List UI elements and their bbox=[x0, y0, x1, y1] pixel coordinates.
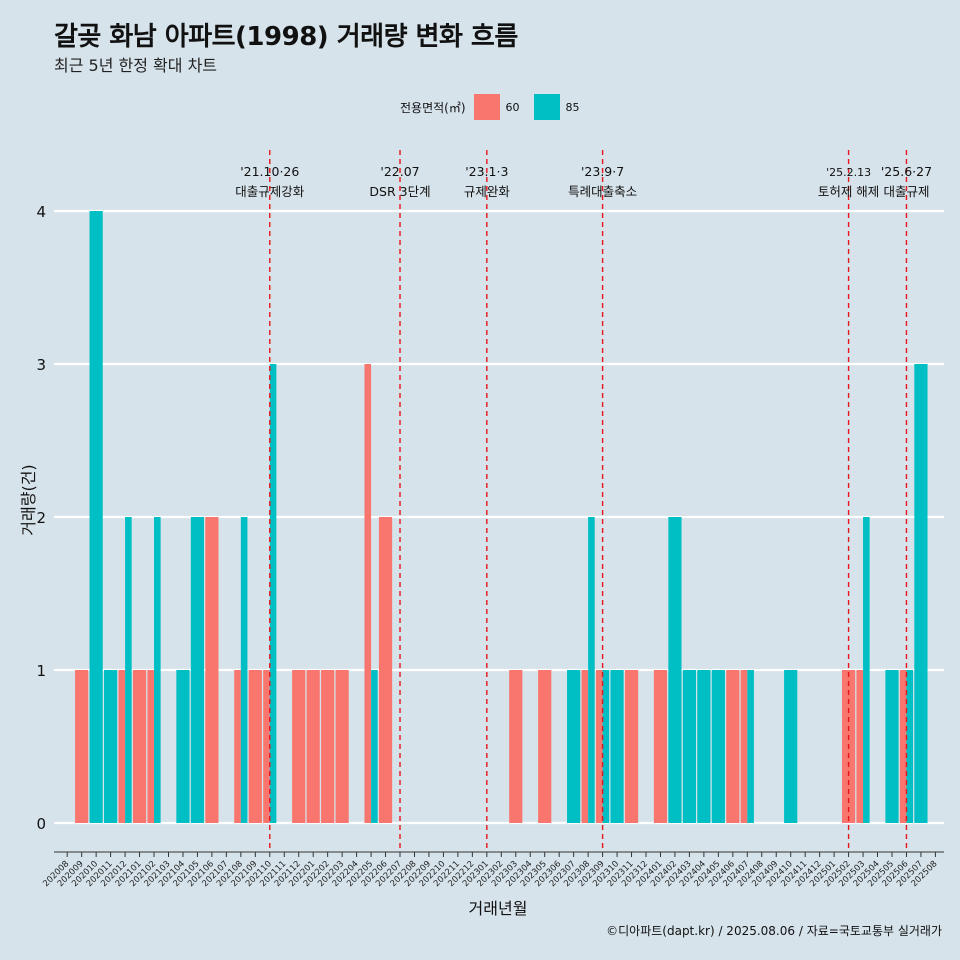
bar-60-202303 bbox=[509, 670, 523, 823]
bar-85-202012 bbox=[125, 517, 132, 823]
bar-85-202402 bbox=[668, 517, 682, 823]
event-date-0: '21.10·26 bbox=[240, 164, 299, 179]
bar-60-202101 bbox=[132, 670, 147, 823]
bar-60-202305 bbox=[538, 670, 552, 823]
bar-60-202205 bbox=[364, 364, 372, 823]
y-tick-label: 2 bbox=[36, 509, 46, 527]
bar-85-202404 bbox=[697, 670, 711, 823]
x-axis-title: 거래년월 bbox=[469, 899, 528, 918]
legend: 전용면적(㎡) 60 85 bbox=[400, 94, 594, 120]
bar-60-202311 bbox=[624, 670, 639, 823]
bar-85-202410 bbox=[784, 670, 798, 823]
bar-85-202506 bbox=[906, 670, 914, 823]
event-label-5: 대출규제 bbox=[883, 184, 929, 199]
bar-60-202506 bbox=[899, 670, 907, 823]
event-label-3: 특례대출축소 bbox=[568, 184, 637, 199]
event-date-5: '25.6·27 bbox=[881, 164, 932, 179]
y-tick-label: 4 bbox=[36, 203, 46, 221]
bar-60-202308 bbox=[581, 670, 589, 823]
bar-60-202407 bbox=[740, 670, 748, 823]
source-caption: ©디아파트(dapt.kr) / 2025.08.06 / 자료=국토교통부 실… bbox=[606, 924, 942, 938]
y-tick-label: 0 bbox=[36, 815, 46, 833]
bar-60-202309 bbox=[595, 670, 603, 823]
bar-85-202105 bbox=[190, 517, 205, 823]
bar-60-202202 bbox=[321, 670, 335, 823]
bar-85-202310 bbox=[610, 670, 624, 823]
bar-85-202308 bbox=[588, 517, 595, 823]
legend-title: 전용면적(㎡) bbox=[400, 100, 466, 115]
y-tick-label: 3 bbox=[36, 356, 46, 374]
bar-60-202110 bbox=[263, 670, 270, 823]
bar-60-202108 bbox=[234, 670, 241, 823]
bar-85-202309 bbox=[602, 670, 610, 823]
bar-60-202401 bbox=[653, 670, 668, 823]
bar-85-202507 bbox=[914, 364, 928, 823]
bar-60-202106 bbox=[205, 517, 219, 823]
legend-label-60: 60 bbox=[505, 100, 520, 114]
event-label-2: 규제완화 bbox=[464, 184, 511, 199]
bar-60-202112 bbox=[292, 670, 306, 823]
bar-60-202503 bbox=[856, 670, 864, 823]
bar-85-202104 bbox=[176, 670, 190, 823]
y-tick-label: 1 bbox=[36, 662, 46, 680]
bar-60-202206 bbox=[378, 517, 393, 823]
bar-85-202405 bbox=[711, 670, 725, 823]
event-date-2: '23.1·3 bbox=[465, 164, 508, 179]
bar-60-202201 bbox=[306, 670, 320, 823]
event-date-1: '22.07 bbox=[380, 164, 419, 179]
bar-85-202205 bbox=[371, 670, 378, 823]
bar-85-202403 bbox=[682, 670, 697, 823]
event-label-1: DSR 3단계 bbox=[369, 184, 430, 199]
bar-60-202102 bbox=[147, 670, 155, 823]
event-date-3: '23.9·7 bbox=[581, 164, 624, 179]
event-date-4: '25.2.13 bbox=[826, 166, 871, 179]
y-axis-title: 거래량(건) bbox=[19, 464, 38, 535]
bar-60-202203 bbox=[335, 670, 349, 823]
chart-subtitle: 최근 5년 한정 확대 차트 bbox=[54, 56, 218, 75]
bar-85-202110 bbox=[269, 364, 277, 823]
bar-85-202505 bbox=[885, 670, 899, 823]
bar-85-202407 bbox=[747, 670, 754, 823]
bar-85-202307 bbox=[567, 670, 581, 823]
legend-key-85 bbox=[533, 94, 560, 120]
bar-85-202011 bbox=[104, 670, 118, 823]
bar-60-202012 bbox=[118, 670, 126, 823]
bar-85-202102 bbox=[154, 517, 161, 823]
bar-60-202009 bbox=[75, 670, 89, 823]
legend-key-60 bbox=[473, 94, 500, 120]
bar-85-202503 bbox=[863, 517, 870, 823]
bar-60-202109 bbox=[248, 670, 262, 823]
chart-title: 갈곶 화남 아파트(1998) 거래량 변화 흐름 bbox=[54, 22, 518, 52]
legend-label-85: 85 bbox=[565, 100, 580, 114]
event-label-0: 대출규제강화 bbox=[235, 184, 305, 199]
bar-85-202108 bbox=[240, 517, 248, 823]
bar-85-202010 bbox=[89, 211, 103, 823]
event-label-4: 토허제 해제 bbox=[818, 184, 879, 199]
bar-60-202406 bbox=[726, 670, 740, 823]
